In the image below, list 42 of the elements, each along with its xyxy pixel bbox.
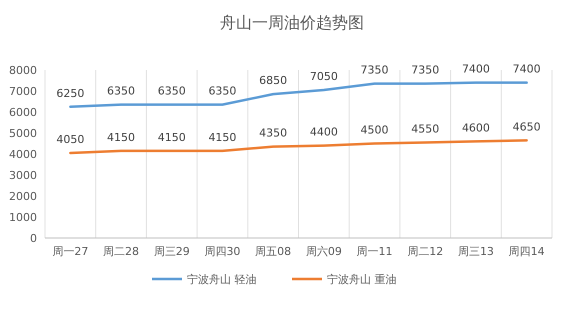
y-tick-label: 4000: [9, 148, 37, 161]
x-tick-label: 周六09: [306, 245, 342, 258]
data-label: 7400: [512, 62, 541, 76]
data-label: 6250: [56, 86, 84, 100]
data-label: 6350: [158, 84, 186, 98]
chart-title: 舟山一周油价趋势图: [220, 13, 364, 32]
data-label: 4500: [360, 124, 389, 136]
x-tick-label: 周一11: [356, 245, 393, 258]
legend-label: 宁波舟山 重油: [327, 273, 396, 286]
data-label: 4600: [462, 121, 490, 134]
data-label: 7050: [310, 70, 338, 83]
data-label: 6350: [107, 84, 136, 98]
data-label: 7350: [411, 64, 440, 77]
data-label: 7350: [360, 64, 389, 77]
x-tick-label: 周五08: [255, 245, 292, 258]
data-label: 6350: [208, 84, 236, 98]
x-tick-label: 周二12: [407, 245, 444, 258]
y-tick-label: 3000: [9, 169, 37, 182]
y-tick-label: 6000: [9, 106, 37, 119]
y-tick-label: 2000: [9, 190, 37, 203]
data-label: 4150: [208, 130, 236, 144]
data-label: 4050: [56, 132, 84, 146]
legend-label: 宁波舟山 轻油: [187, 273, 256, 286]
y-tick-label: 0: [30, 232, 37, 245]
y-tick-label: 5000: [9, 127, 37, 140]
data-label: 4350: [259, 126, 288, 140]
data-label: 7400: [462, 62, 490, 76]
data-label: 6850: [259, 74, 288, 88]
x-tick-label: 周二28: [103, 245, 140, 258]
y-tick-label: 8000: [9, 64, 37, 77]
data-label: 4150: [107, 130, 136, 144]
y-tick-label: 7000: [9, 85, 37, 98]
data-label: 4400: [310, 126, 338, 139]
y-tick-label: 1000: [9, 211, 37, 224]
data-label: 4650: [512, 120, 541, 134]
x-tick-label: 周四30: [204, 245, 240, 258]
data-label: 4150: [158, 130, 186, 144]
x-tick-label: 周三13: [458, 245, 494, 258]
x-tick-label: 周一27: [52, 245, 88, 258]
data-label: 4550: [411, 122, 440, 136]
x-tick-label: 周三29: [154, 245, 190, 258]
x-tick-label: 周四14: [508, 245, 545, 258]
